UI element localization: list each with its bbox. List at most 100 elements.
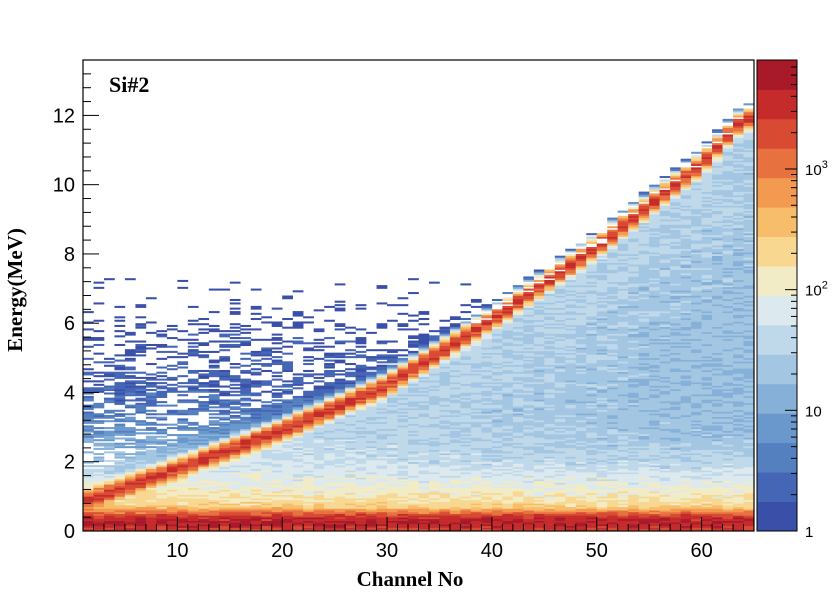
heatmap-cell (471, 483, 482, 485)
heatmap-cell (408, 379, 419, 381)
heatmap-cell (419, 337, 430, 339)
heatmap-cell (272, 417, 283, 419)
heatmap-cell (230, 406, 241, 408)
heatmap-cell (513, 285, 524, 287)
heatmap-cell (209, 493, 220, 495)
heatmap-cell (439, 467, 450, 469)
heatmap-cell (303, 316, 314, 318)
heatmap-cell (471, 427, 482, 429)
heatmap-cell (450, 330, 461, 332)
heatmap-cell (167, 496, 178, 498)
heatmap-cell (146, 526, 157, 528)
heatmap-cell (135, 406, 146, 408)
heatmap-cell (240, 476, 251, 478)
heatmap-cell (439, 418, 450, 420)
heatmap-cell (387, 405, 398, 407)
heatmap-cell (230, 460, 241, 462)
heatmap-cell (219, 507, 230, 509)
heatmap-cell (439, 436, 450, 438)
heatmap-cell (303, 405, 314, 407)
heatmap-cell (450, 457, 461, 459)
heatmap-cell (460, 389, 471, 391)
heatmap-cell (565, 453, 576, 455)
heatmap-cell (439, 451, 450, 453)
heatmap-cell (408, 387, 419, 389)
heatmap-cell (345, 444, 356, 446)
heatmap-cell (377, 394, 388, 396)
heatmap-cell (282, 439, 293, 441)
heatmap-cell (93, 320, 104, 322)
heatmap-cell (534, 434, 545, 436)
heatmap-cell (366, 392, 377, 394)
heatmap-cell (460, 517, 471, 519)
heatmap-cell (335, 446, 346, 448)
heatmap-cell (513, 519, 524, 521)
heatmap-cell (356, 496, 367, 498)
heatmap-cell (450, 434, 461, 436)
heatmap-cell (209, 360, 220, 362)
heatmap-cell (177, 477, 188, 479)
heatmap-cell (303, 422, 314, 424)
heatmap-cell (377, 342, 388, 344)
heatmap-cell (83, 427, 94, 429)
heatmap-cell (377, 510, 388, 512)
heatmap-cell (356, 373, 367, 375)
heatmap-cell (345, 455, 356, 457)
heatmap-cell (240, 503, 251, 505)
heatmap-cell (146, 522, 157, 524)
heatmap-cell (502, 370, 513, 372)
heatmap-cells (83, 103, 754, 531)
heatmap-cell (523, 315, 534, 317)
heatmap-cell (450, 410, 461, 412)
heatmap-cell (471, 432, 482, 434)
heatmap-cell (356, 356, 367, 358)
heatmap-cell (293, 337, 304, 339)
heatmap-cell (439, 399, 450, 401)
heatmap-cell (502, 488, 513, 490)
heatmap-cell (534, 389, 545, 391)
heatmap-cell (408, 437, 419, 439)
heatmap-cell (293, 477, 304, 479)
heatmap-cell (303, 515, 314, 517)
heatmap-cell (345, 391, 356, 393)
heatmap-cell (324, 429, 335, 431)
heatmap-cell (335, 502, 346, 504)
heatmap-cell (439, 498, 450, 500)
heatmap-cell (219, 394, 230, 396)
heatmap-cell (335, 491, 346, 493)
heatmap-cell (534, 481, 545, 483)
heatmap-cell (293, 519, 304, 521)
heatmap-cell (324, 401, 335, 403)
heatmap-cell (502, 353, 513, 355)
heatmap-cell (387, 437, 398, 439)
heatmap-cell (198, 328, 209, 330)
heatmap-cell (219, 463, 230, 465)
heatmap-cell (481, 358, 492, 360)
heatmap-cell (471, 361, 482, 363)
heatmap-cell (177, 448, 188, 450)
heatmap-cell (209, 521, 220, 523)
heatmap-cell (492, 434, 503, 436)
heatmap-cell (272, 526, 283, 528)
heatmap-cell (481, 472, 492, 474)
heatmap-cell (177, 496, 188, 498)
heatmap-cell (398, 439, 409, 441)
heatmap-cell (523, 327, 534, 329)
heatmap-cell (345, 422, 356, 424)
heatmap-cell (366, 349, 377, 351)
heatmap-cell (324, 372, 335, 374)
heatmap-cell (188, 444, 199, 446)
heatmap-cell (293, 467, 304, 469)
heatmap-cell (345, 515, 356, 517)
heatmap-cell (303, 460, 314, 462)
heatmap-cell (188, 410, 199, 412)
heatmap-cell (335, 356, 346, 358)
heatmap-cell (83, 512, 94, 514)
heatmap-cell (377, 443, 388, 445)
heatmap-cell (219, 500, 230, 502)
heatmap-cell (555, 266, 566, 268)
heatmap-cell (450, 318, 461, 320)
heatmap-cell (398, 460, 409, 462)
heatmap-cell (272, 356, 283, 358)
heatmap-cell (104, 434, 115, 436)
